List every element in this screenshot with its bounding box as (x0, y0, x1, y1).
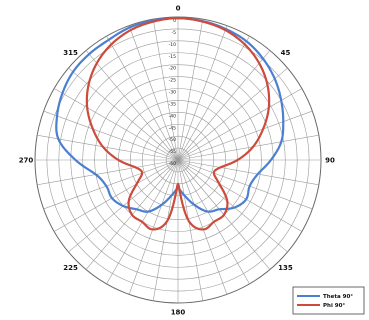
radial-tick-label: -30 (169, 90, 176, 96)
grid-spoke (37, 159, 179, 186)
grid-spoke (177, 25, 228, 161)
series-lines (55, 17, 285, 231)
angle-tick-labels: 0 45 90 135 180 225 270 315 (19, 5, 335, 317)
grid-spoke (177, 50, 271, 161)
angle-tick-label: 90 (325, 157, 335, 165)
grid-spoke (152, 19, 179, 161)
legend-box (292, 286, 365, 315)
radial-tick-label: 0 (173, 18, 176, 24)
grid-spoke (177, 67, 288, 161)
angle-tick-label: 225 (63, 264, 78, 272)
grid-spoke (177, 19, 204, 161)
legend: Theta 90° Phi 90° (292, 286, 365, 315)
radial-tick-label: -40 (169, 113, 176, 119)
series-line-1 (85, 17, 271, 231)
angle-tick-label: 180 (171, 309, 186, 317)
radial-tick-label: -50 (169, 137, 176, 143)
grid-spoke (85, 50, 179, 161)
radial-tick-label: -60 (169, 161, 176, 167)
grid-spoke (177, 134, 319, 161)
grid-spoke (106, 36, 179, 161)
angle-tick-label: 0 (176, 5, 181, 13)
grid-spoke (177, 36, 250, 161)
radial-tick-label: -5 (172, 30, 177, 36)
legend-label-series-1: Phi 90° (323, 303, 345, 309)
grid-spoke (68, 67, 179, 161)
polar-grid (34, 16, 322, 304)
radial-tick-label: -25 (169, 78, 176, 84)
grid-spoke (37, 134, 179, 161)
angle-tick-label: 45 (281, 49, 291, 57)
angle-tick-label: 270 (19, 157, 34, 165)
series-line-0 (55, 17, 285, 213)
grid-spoke (177, 159, 204, 301)
grid-spoke (177, 110, 313, 161)
angle-tick-label: 135 (278, 264, 293, 272)
legend-label-series-0: Theta 90° (323, 294, 353, 300)
grid-spoke (177, 159, 313, 210)
grid-spoke (128, 159, 179, 295)
grid-spoke (152, 159, 179, 301)
grid-spoke (54, 159, 179, 232)
grid-spoke (54, 88, 179, 161)
radial-tick-label: -35 (169, 101, 176, 107)
grid-spoke (43, 110, 179, 161)
grid-spoke (43, 159, 179, 210)
radial-tick-label: -55 (169, 149, 176, 155)
radial-tick-label: -20 (169, 66, 176, 72)
radial-tick-labels: 0 -5 -10 -15 -20 -25 -30 -35 -40 -45 -50 -55 -60 (169, 18, 176, 167)
grid-spoke (128, 25, 179, 161)
grid-spoke (177, 159, 319, 186)
angle-tick-label: 315 (63, 49, 78, 57)
grid-spoke (177, 159, 302, 232)
radial-tick-label: -15 (169, 54, 176, 60)
grid-spoke (177, 159, 228, 295)
radial-tick-label: -10 (169, 42, 176, 48)
radial-tick-label: -45 (169, 125, 176, 131)
grid-spoke (177, 159, 288, 253)
